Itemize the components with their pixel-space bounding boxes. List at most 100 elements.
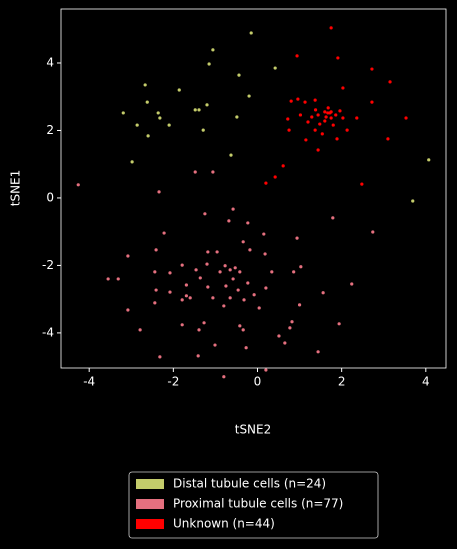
point (228, 296, 232, 300)
point (295, 54, 299, 58)
x-tick-label: -2 (167, 375, 179, 389)
point (241, 240, 245, 244)
point (341, 86, 345, 90)
point (246, 221, 250, 225)
point (218, 270, 222, 274)
point (126, 308, 130, 312)
point (326, 111, 330, 115)
x-tick-label: 0 (254, 375, 262, 389)
x-tick-label: 2 (338, 375, 346, 389)
point (264, 286, 268, 290)
point (207, 62, 211, 66)
point (76, 183, 80, 187)
point (286, 117, 290, 121)
point (329, 116, 333, 120)
point (168, 290, 172, 294)
point (236, 288, 240, 292)
point (298, 113, 303, 117)
point (229, 153, 233, 157)
point (316, 148, 320, 152)
point (360, 182, 364, 186)
point (350, 282, 354, 286)
point (388, 80, 392, 84)
point (252, 293, 256, 297)
point (323, 119, 327, 123)
point (184, 294, 188, 298)
point (135, 123, 139, 127)
point (273, 66, 277, 70)
point (331, 216, 335, 220)
point (299, 265, 303, 269)
point (329, 26, 333, 30)
point (211, 296, 215, 300)
point (306, 120, 310, 124)
point (206, 250, 210, 254)
point (227, 219, 231, 223)
point (246, 281, 250, 285)
point (320, 132, 324, 136)
point (404, 116, 408, 120)
y-tick-label: 0 (46, 190, 54, 204)
point (411, 199, 415, 203)
point (154, 288, 158, 292)
point (223, 264, 227, 268)
point (341, 116, 345, 120)
legend-swatch (136, 519, 164, 529)
point (211, 48, 215, 52)
point (337, 322, 341, 326)
point (289, 99, 293, 103)
x-tick-label: -4 (83, 375, 95, 389)
point (116, 277, 120, 281)
point (248, 248, 252, 252)
point (326, 106, 330, 110)
point (198, 276, 202, 280)
point (257, 306, 261, 310)
point (153, 270, 157, 274)
point (231, 277, 235, 281)
point (157, 190, 161, 194)
point (329, 110, 333, 114)
y-tick-label: -4 (42, 325, 54, 339)
point (288, 326, 292, 330)
point (193, 108, 197, 112)
point (313, 98, 317, 102)
point (180, 323, 184, 327)
point (197, 108, 201, 112)
point (283, 341, 287, 345)
point (158, 116, 162, 120)
point (263, 252, 267, 256)
legend-box (128, 471, 379, 539)
point (316, 350, 320, 354)
point (323, 110, 327, 114)
point (370, 100, 374, 104)
point (292, 270, 296, 274)
point (196, 354, 200, 358)
point (313, 108, 318, 112)
point (303, 100, 307, 104)
x-axis-label: tSNE2 (235, 423, 272, 437)
y-tick-label: 2 (46, 123, 54, 137)
point (427, 158, 431, 162)
point (162, 231, 166, 235)
point (167, 123, 171, 127)
point (262, 232, 266, 236)
point (335, 137, 339, 141)
point (318, 122, 322, 126)
point (336, 56, 340, 60)
point (334, 113, 338, 117)
point (168, 271, 172, 275)
point (338, 109, 342, 113)
point (244, 346, 248, 350)
point (177, 88, 181, 92)
point (205, 103, 209, 107)
point (224, 284, 228, 288)
point (197, 328, 201, 332)
point (154, 248, 158, 252)
point (156, 111, 160, 115)
point (296, 97, 300, 101)
point (206, 285, 210, 289)
point (331, 123, 335, 127)
point (304, 138, 308, 142)
